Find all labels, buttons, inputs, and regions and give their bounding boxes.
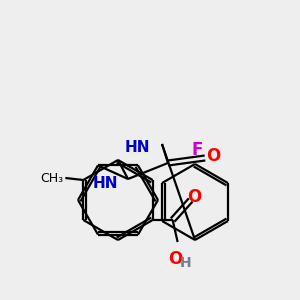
Text: O: O (206, 147, 220, 165)
Text: O: O (169, 250, 183, 268)
Text: HN: HN (124, 140, 150, 155)
Text: F: F (191, 141, 203, 159)
Text: O: O (188, 188, 202, 206)
Text: H: H (180, 256, 191, 270)
Text: HN: HN (92, 176, 118, 190)
Text: CH₃: CH₃ (40, 172, 63, 184)
